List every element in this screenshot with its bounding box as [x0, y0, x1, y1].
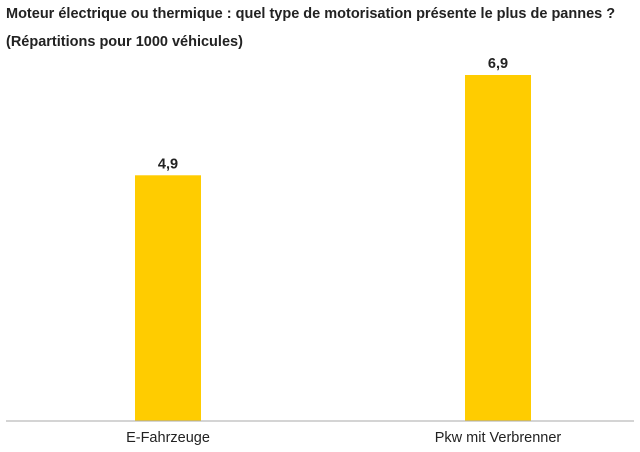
bar-2: [465, 75, 531, 421]
bar-value-label-1: 4,9: [158, 156, 178, 172]
chart-title: Moteur électrique ou thermique : quel ty…: [6, 6, 616, 22]
labels-group: 4,9 E-Fahrzeuge 6,9 Pkw mit Verbrenner: [126, 56, 561, 446]
category-label-1: E-Fahrzeuge: [126, 430, 210, 446]
bar-1: [135, 175, 201, 421]
bar-value-label-2: 6,9: [488, 56, 508, 72]
chart-subtitle: (Répartitions pour 1000 véhicules): [6, 34, 243, 50]
bars-group: [135, 75, 531, 421]
category-label-2: Pkw mit Verbrenner: [435, 430, 562, 446]
